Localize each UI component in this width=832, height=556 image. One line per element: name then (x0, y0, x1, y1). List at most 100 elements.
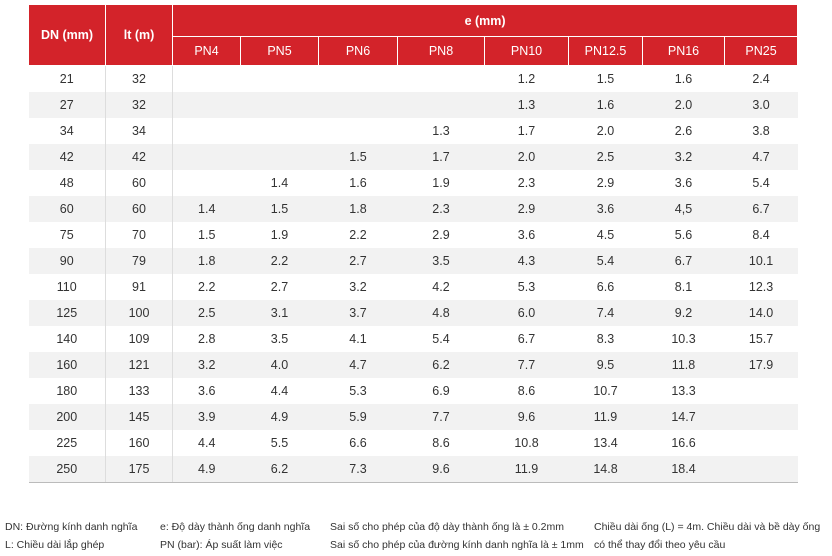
table-cell: 1.6 (674, 72, 693, 86)
table-cell (725, 378, 798, 404)
table-cell: 6.7 (724, 196, 798, 222)
table-cell: 4.9 (172, 456, 241, 483)
table-cell (241, 118, 319, 144)
table-row: 27 32 1.3 1.6 2.0 3.0 (28, 92, 798, 118)
table-cell: 1.6 (349, 176, 367, 190)
table-row: 60 60 1.4 1.5 1.8 2.3 2.9 3.6 4,5 6.7 (28, 196, 798, 222)
table-cell: 4.8 (397, 300, 485, 326)
table-cell: 2.9 (596, 176, 615, 190)
table-cell: 14.0 (724, 300, 798, 326)
table-cell (724, 404, 798, 430)
table-cell: 1.6 (568, 92, 643, 118)
table-cell: 4.5 (596, 228, 615, 242)
table-cell: 2.9 (432, 228, 450, 242)
table-cell: 2.9 (484, 196, 569, 222)
table-row: 160 121 3.2 4.0 4.7 6.2 7.7 9.5 11.8 17.9 (28, 352, 798, 378)
note-line: Sai số cho phép của độ dày thành ống là … (330, 521, 564, 533)
table-cell: 7.7 (397, 404, 485, 430)
table-cell (173, 170, 241, 196)
header-cell: lt (m) (105, 5, 173, 66)
table-cell (397, 92, 485, 118)
table-cell: 125 (28, 300, 106, 326)
table-cell: 100 (105, 300, 173, 326)
table-cell: 1.3 (484, 92, 569, 118)
table-cell: 6.0 (484, 300, 569, 326)
table-cell: 145 (105, 404, 173, 430)
table-cell: 34 (105, 118, 173, 144)
table-row: 75 70 1.5 1.9 2.2 2.9 3.6 4.5 5.6 8.4 (28, 222, 798, 248)
table-cell: 109 (105, 326, 173, 352)
table-cell: 3.6 (517, 228, 536, 242)
table-cell: 9.2 (642, 300, 725, 326)
table-cell: 3.7 (318, 300, 398, 326)
table-cell: 5.9 (318, 404, 398, 430)
table-cell (240, 92, 319, 118)
table-cell: 6.7 (642, 248, 725, 274)
header-cell: PN4 (172, 36, 241, 66)
table-cell: 3.8 (752, 124, 770, 138)
note: Sai số cho phép của độ dày thành ống là … (330, 518, 584, 554)
table-cell: 1.3 (432, 124, 450, 138)
note-line: PN (bar): Áp suất làm việc (160, 539, 283, 551)
table-cell: 225 (28, 430, 106, 456)
header-cell: DN (mm) (28, 5, 106, 66)
table-cell: 3.9 (172, 404, 241, 430)
table-cell: 32 (105, 65, 173, 92)
header-cell: PN16 (642, 36, 725, 66)
table-cell: 3.1 (240, 300, 319, 326)
table-cell: 5.3 (349, 384, 367, 398)
table-cell: 121 (105, 352, 173, 378)
table-cell: 5.6 (674, 228, 693, 242)
table-cell: 6.6 (349, 436, 367, 450)
table-cell (172, 92, 241, 118)
table-cell: 4.1 (349, 332, 367, 346)
header-cell: PN25 (723, 36, 799, 66)
table-cell: 8.6 (517, 384, 536, 398)
table-cell: 8.1 (674, 280, 693, 294)
table-cell (240, 144, 319, 170)
table-cell: 3.2 (642, 144, 725, 170)
table-cell: 140 (28, 326, 106, 352)
table-cell: 91 (105, 274, 173, 300)
table-cell: 11.9 (484, 456, 569, 483)
header-cell: PN12.5 (568, 36, 643, 66)
table-cell: 6.2 (397, 352, 485, 378)
table-cell: 6.9 (432, 384, 450, 398)
table-cell: 2.2 (349, 228, 367, 242)
table-cell (724, 456, 798, 483)
table-cell: 1.9 (270, 228, 289, 242)
table-cell: 42 (28, 144, 106, 170)
table-cell: 2.2 (198, 280, 216, 294)
table-cell: 15.7 (748, 332, 774, 346)
table-cell: 14.7 (642, 404, 725, 430)
note-line: e: Độ dày thành ống danh nghĩa (160, 521, 311, 533)
table-cell: 9.6 (397, 456, 485, 483)
table-cell: 2.0 (596, 124, 615, 138)
table-cell: 4.4 (270, 384, 289, 398)
table-row: 110 91 2.2 2.7 3.2 4.2 5.3 6.6 8.1 12.3 (28, 274, 798, 300)
table-cell: 42 (105, 144, 173, 170)
table-cell: 9.6 (484, 404, 569, 430)
table-row: 42 42 1.5 1.7 2.0 2.5 3.2 4.7 (28, 144, 798, 170)
table-cell: 11.9 (568, 404, 643, 430)
table-cell: 7.7 (484, 352, 569, 378)
table-row: 140 109 2.8 3.5 4.1 5.4 6.7 8.3 10.3 15.7 (28, 326, 798, 352)
table-row: 125 100 2.5 3.1 3.7 4.8 6.0 7.4 9.2 14.0 (28, 300, 798, 326)
table-cell: 60 (28, 196, 106, 222)
table-cell: 160 (28, 352, 106, 378)
table-cell: 3.6 (674, 176, 693, 190)
table-cell: 8.6 (432, 436, 450, 450)
table-cell: 1.4 (270, 176, 289, 190)
table-cell: 1.8 (172, 248, 241, 274)
table-cell: 2.0 (642, 92, 725, 118)
table-cell: 1.9 (432, 176, 450, 190)
table-cell: 48 (28, 170, 106, 196)
table-cell: 1.7 (397, 144, 485, 170)
table-cell: 4.4 (198, 436, 216, 450)
table-cell (398, 66, 485, 93)
spec-table: DN (mm) lt (m) e (mm) PN4 PN5 PN6 PN8 PN10 PN… (28, 5, 799, 483)
table-cell: 110 (28, 274, 106, 300)
table-cell: 160 (105, 430, 173, 456)
table-cell (725, 430, 798, 456)
